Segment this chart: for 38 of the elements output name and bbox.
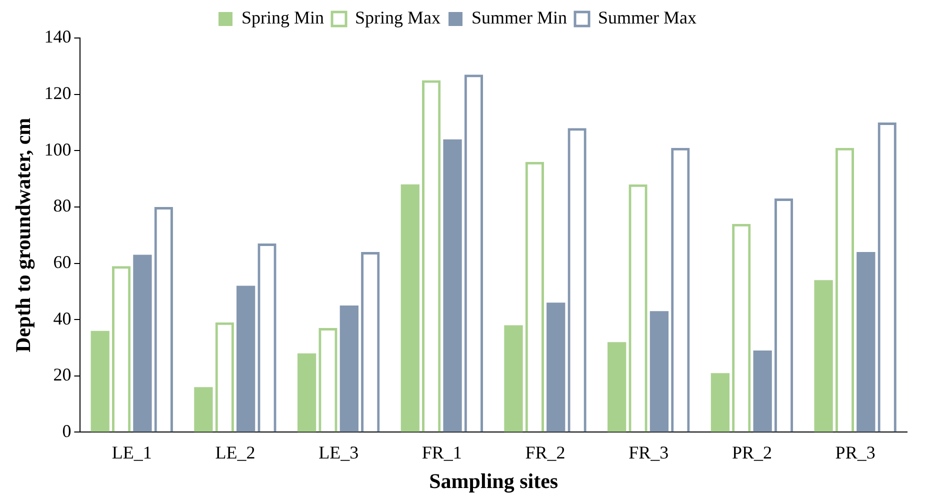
y-tick-label: 20	[53, 364, 72, 385]
bar	[546, 302, 566, 432]
bar	[608, 342, 626, 432]
x-tick-label: LE_3	[318, 442, 359, 463]
y-tick-label: 120	[44, 83, 72, 104]
bar	[443, 139, 462, 432]
y-tick-label: 80	[53, 196, 72, 216]
y-tick-label: 40	[53, 308, 72, 328]
y-tick-label: 0	[62, 420, 72, 441]
bar	[297, 353, 316, 432]
bar	[650, 311, 669, 432]
bar	[856, 252, 876, 432]
y-tick-label: 140	[44, 26, 72, 47]
x-axis-title: Sampling sites	[429, 468, 558, 493]
legend-label: Summer Max	[598, 8, 697, 28]
bar	[400, 184, 420, 432]
legend-label: Summer Min	[472, 8, 568, 28]
x-tick-label: FR_2	[525, 442, 566, 463]
x-tick-label: LE_2	[215, 442, 256, 463]
legend-label: Spring Min	[242, 8, 324, 28]
bar	[710, 373, 730, 432]
x-tick-label: PR_2	[732, 442, 772, 463]
bar	[753, 350, 772, 432]
x-tick-label: FR_3	[628, 442, 669, 463]
bar	[340, 305, 358, 432]
y-tick-label: 100	[44, 139, 72, 160]
legend-label: Spring Max	[355, 8, 441, 28]
bar	[90, 330, 110, 432]
x-tick-label: PR_3	[835, 442, 876, 463]
bar	[133, 254, 152, 432]
x-tick-label: FR_1	[422, 442, 462, 463]
y-tick-label: 60	[53, 252, 72, 272]
bar	[504, 325, 523, 432]
bar	[814, 280, 833, 432]
bar	[194, 387, 213, 432]
y-axis-title: Depth to groundwater, cm	[11, 117, 36, 352]
x-tick-label: LE_1	[112, 442, 152, 463]
bar	[236, 286, 256, 432]
